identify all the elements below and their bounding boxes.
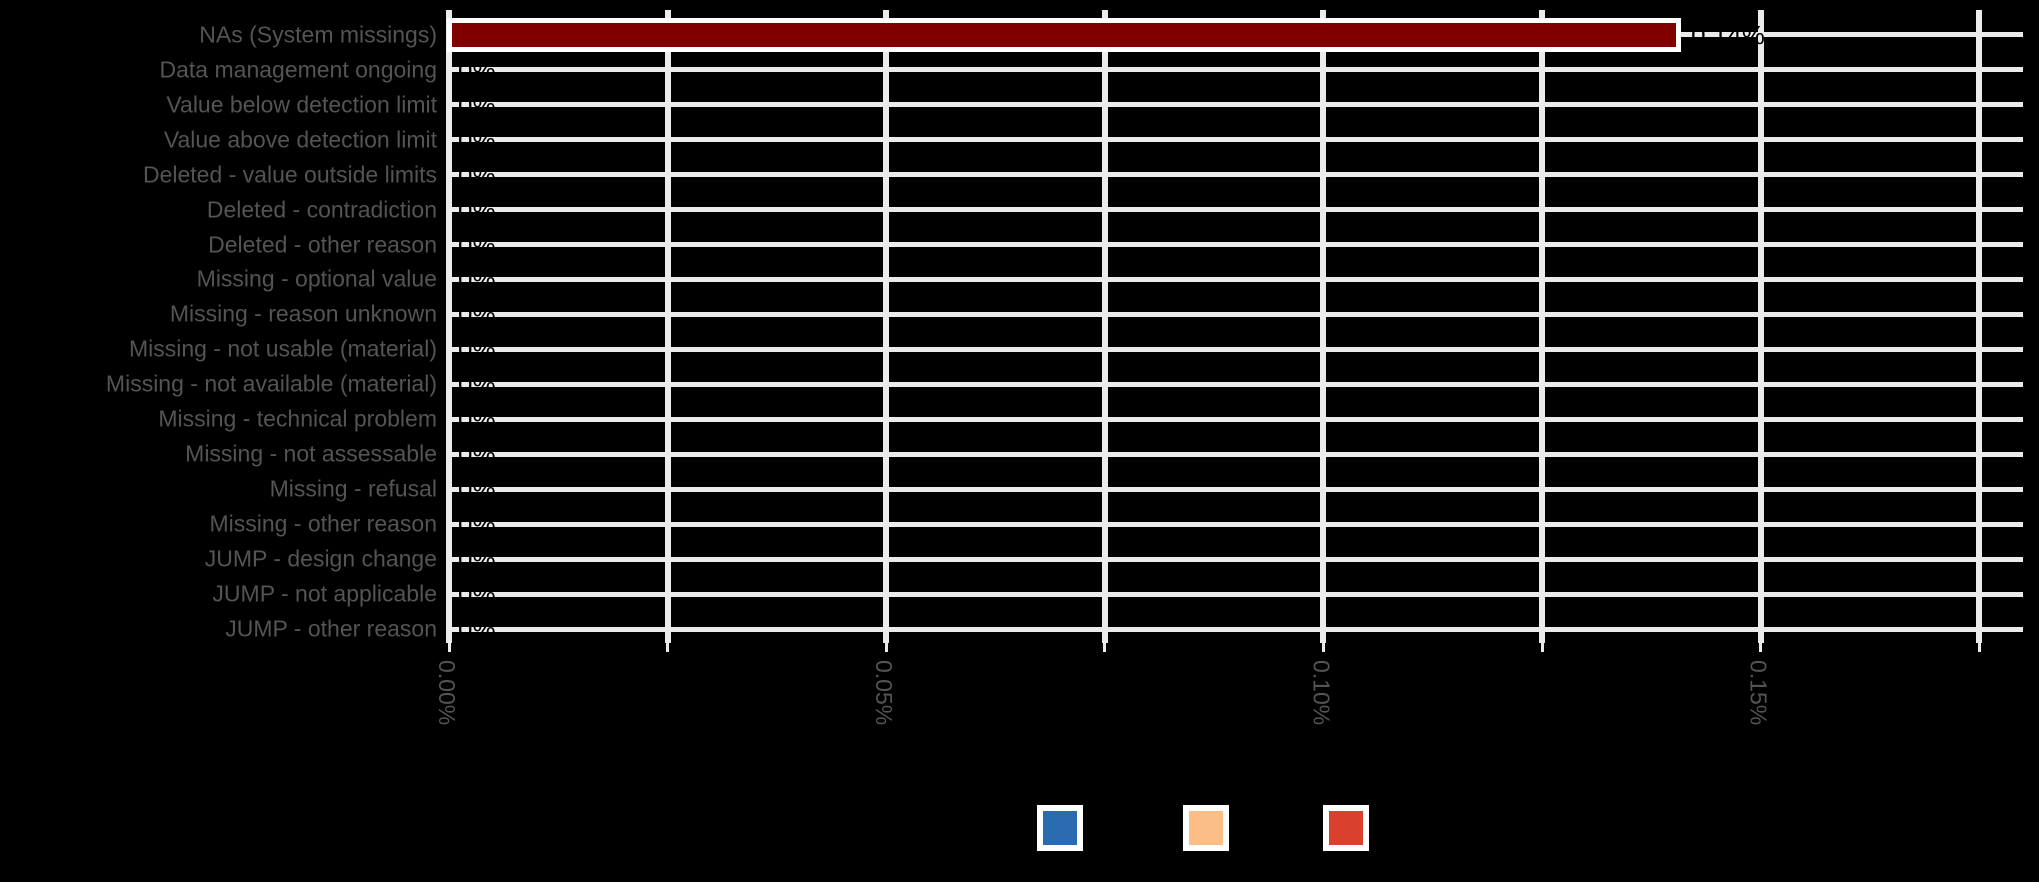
- chart-legend: [0, 805, 2039, 853]
- y-axis-label: Value above detection limit: [163, 126, 437, 153]
- y-gridline: [446, 486, 2023, 492]
- x-tick-mark: [1103, 643, 1107, 652]
- y-axis-label: JUMP - other reason: [225, 615, 437, 642]
- y-gridline: [446, 172, 2023, 178]
- y-gridline: [446, 102, 2023, 108]
- x-gridline: [883, 10, 890, 643]
- bar-fill: [452, 22, 1677, 47]
- y-gridline: [446, 346, 2023, 352]
- x-tick-mark: [1759, 643, 1763, 652]
- x-tick-label: 0.15%: [1745, 660, 1772, 726]
- bar-value-label: 0%: [458, 474, 496, 505]
- bar-value-label: 0%: [458, 124, 496, 155]
- bar-value-label: 0%: [458, 334, 496, 365]
- bar-value-label: 0%: [458, 369, 496, 400]
- y-gridline: [446, 67, 2023, 73]
- x-tick-label: 0.05%: [871, 660, 898, 726]
- x-tick-mark: [447, 643, 451, 652]
- y-axis-label: Value below detection limit: [166, 91, 437, 118]
- bar-value-label: 0%: [458, 54, 496, 85]
- blue-legend-swatch: [1043, 811, 1077, 845]
- bar-value-label: 0%: [458, 544, 496, 575]
- y-axis-label: Missing - other reason: [209, 510, 437, 537]
- y-axis-label: Missing - reason unknown: [169, 300, 437, 327]
- y-axis-label: Deleted - other reason: [208, 231, 437, 258]
- bar-value-label: 0%: [458, 264, 496, 295]
- y-gridline: [446, 311, 2023, 317]
- y-axis-label: Data management ongoing: [159, 56, 437, 83]
- y-gridline: [446, 242, 2023, 248]
- bar-value-label: 0%: [458, 159, 496, 190]
- y-gridline: [446, 591, 2023, 597]
- x-tick-mark: [884, 643, 888, 652]
- red-legend-swatch: [1329, 811, 1363, 845]
- y-gridline: [446, 381, 2023, 387]
- x-gridline: [1101, 10, 1108, 643]
- y-gridline: [446, 556, 2023, 562]
- x-tick-label: 0.00%: [434, 660, 460, 726]
- y-axis-label: JUMP - not applicable: [212, 580, 437, 607]
- x-gridline: [1320, 10, 1327, 643]
- bar-value-label: 0%: [458, 299, 496, 330]
- y-gridline: [446, 451, 2023, 457]
- y-gridline: [446, 416, 2023, 422]
- y-axis-label: NAs (System missings): [199, 21, 437, 48]
- x-tick-mark: [1977, 643, 1981, 652]
- y-axis-label: Missing - technical problem: [158, 405, 437, 432]
- x-tick-mark: [666, 643, 670, 652]
- x-gridline: [1757, 10, 1764, 643]
- x-gridline: [1539, 10, 1545, 643]
- y-axis-label: Missing - not usable (material): [128, 335, 437, 362]
- peach-legend-swatch-frame: [1183, 805, 1229, 851]
- x-tick-mark: [1540, 643, 1544, 652]
- y-axis-label: Missing - optional value: [196, 265, 437, 292]
- y-gridline: [446, 137, 2023, 143]
- x-gridline: [664, 10, 671, 643]
- x-tick-label: 0.10%: [1308, 660, 1335, 726]
- bar-value-label: 0%: [458, 229, 496, 260]
- y-axis-label: JUMP - design change: [204, 545, 437, 572]
- y-axis-label: Deleted - contradiction: [206, 196, 437, 223]
- x-gridline: [1976, 10, 1983, 643]
- y-gridline: [446, 521, 2023, 527]
- blue-legend-swatch-frame: [1037, 805, 1083, 851]
- y-axis-label: Missing - not available (material): [105, 370, 437, 397]
- bar-value-label: 0%: [458, 614, 496, 645]
- y-axis-label: Deleted - value outside limits: [142, 161, 437, 188]
- bar: [447, 17, 1682, 52]
- y-axis-label: Missing - refusal: [269, 475, 437, 502]
- red-legend-swatch-frame: [1323, 805, 1369, 851]
- y-gridline: [446, 276, 2023, 282]
- x-tick-mark: [1321, 643, 1325, 652]
- bar-value-label: 0%: [458, 579, 496, 610]
- bar-value-label: 0%: [458, 404, 496, 435]
- bar-value-label: 0%: [458, 509, 496, 540]
- peach-legend-swatch: [1189, 811, 1223, 845]
- y-gridline: [446, 626, 2023, 632]
- y-axis-label: Missing - not assessable: [185, 440, 437, 467]
- y-gridline: [446, 207, 2023, 213]
- bar-value-label: 0.14%: [1691, 19, 1765, 50]
- x-gridline: [446, 10, 452, 643]
- bar-value-label: 0%: [458, 89, 496, 120]
- bar-value-label: 0%: [458, 439, 496, 470]
- bar-value-label: 0%: [458, 194, 496, 225]
